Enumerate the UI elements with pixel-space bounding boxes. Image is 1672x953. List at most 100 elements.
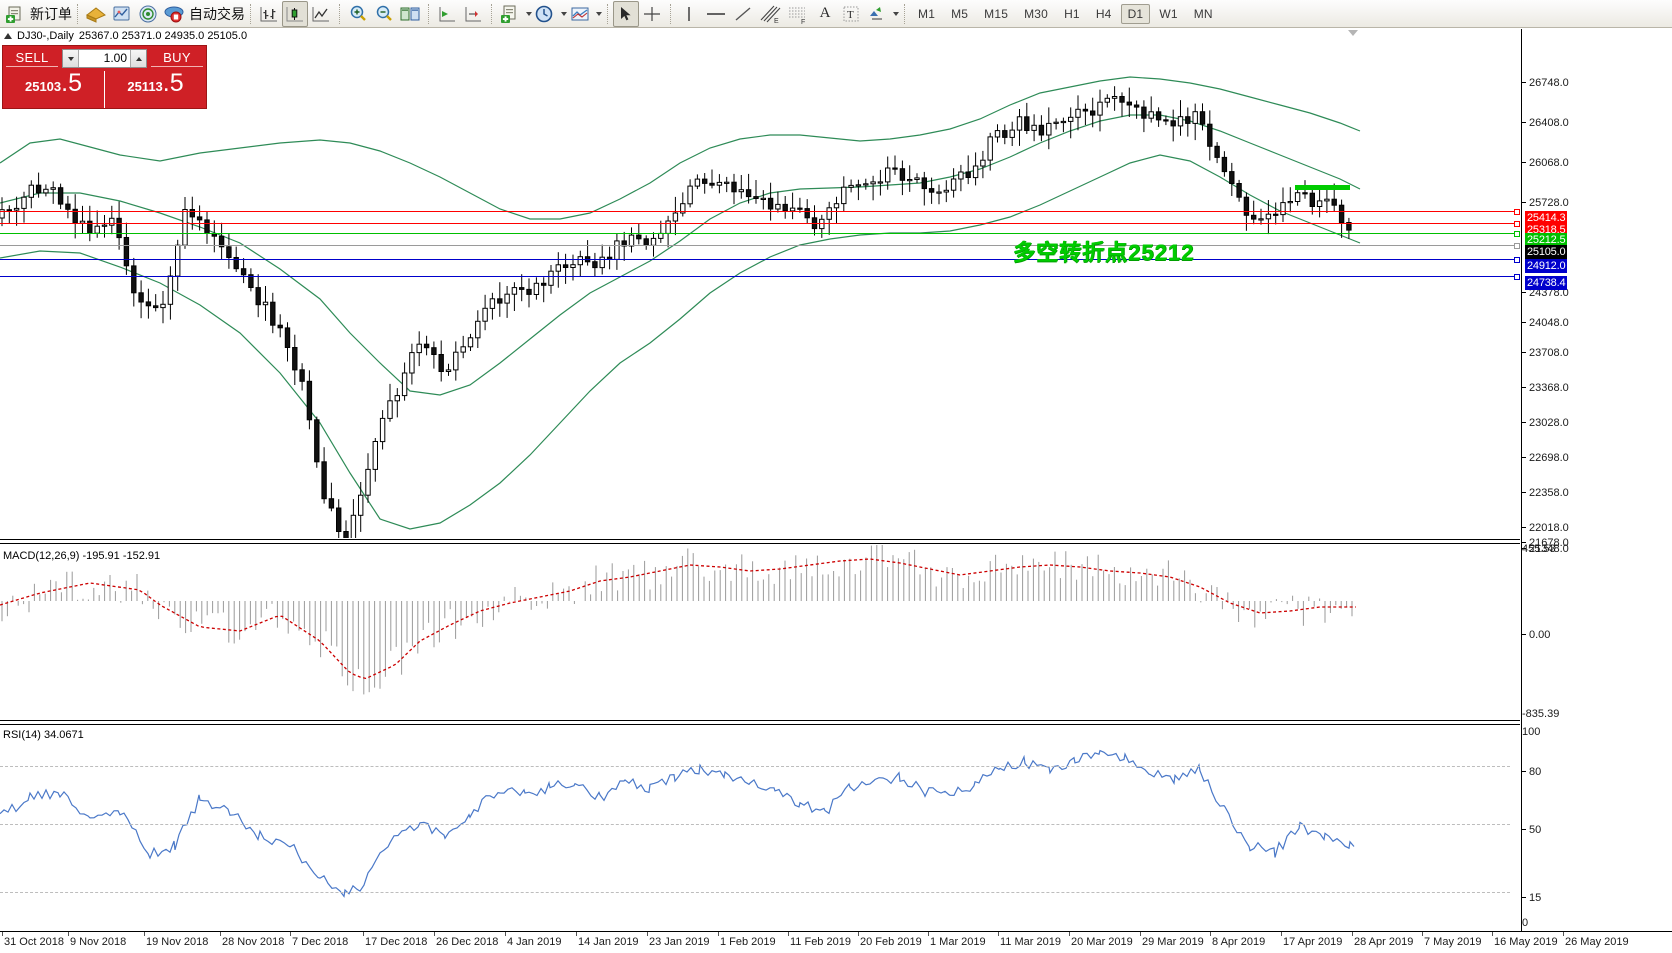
indicators-dropdown-caret[interactable] <box>596 11 602 16</box>
time-label: 9 Nov 2018 <box>70 936 127 948</box>
toolbar-separator-3 <box>339 3 340 24</box>
sell-price-decimal: .5 <box>61 69 82 97</box>
crosshair-icon[interactable] <box>639 1 665 27</box>
price-chart-pane[interactable]: 多空转折点25212 <box>0 43 1520 538</box>
new-order-icon[interactable] <box>2 1 28 27</box>
time-scale[interactable]: 31 Oct 2018 9 Nov 2018 19 Nov 2018 28 Nov 2… <box>0 931 1672 953</box>
timeframe-m30[interactable]: M30 <box>1024 6 1049 21</box>
time-tick <box>788 932 789 936</box>
price-level-line[interactable] <box>0 274 1520 280</box>
volume-stepper[interactable]: 1.00 <box>62 49 147 68</box>
timeframe-m15[interactable]: M15 <box>984 6 1009 21</box>
rsi-level-80 <box>0 766 1510 767</box>
buy-button[interactable]: BUY <box>151 50 203 67</box>
timeframe-h4[interactable]: H4 <box>1095 6 1112 21</box>
price-level-line[interactable] <box>0 257 1520 263</box>
time-tick <box>505 932 506 936</box>
rsi-level-50 <box>0 824 1510 825</box>
collapse-triangle-icon[interactable] <box>4 33 12 39</box>
price-tick: 24378.0 <box>1522 287 1569 299</box>
line-handle[interactable] <box>1514 221 1520 227</box>
line-chart-icon[interactable] <box>308 1 334 27</box>
line-handle[interactable] <box>1514 209 1520 215</box>
timeframe-h1[interactable]: H1 <box>1064 6 1080 21</box>
timeframe-w1[interactable]: W1 <box>1159 6 1178 21</box>
tile-windows-icon[interactable] <box>397 1 423 27</box>
expert-advisor-icon[interactable] <box>83 1 109 27</box>
sell-price[interactable]: 25103 .5 <box>3 71 104 108</box>
template-dropdown-caret[interactable] <box>526 11 532 16</box>
time-tick <box>2 932 3 936</box>
line-handle[interactable] <box>1514 257 1520 263</box>
volume-increment-icon[interactable] <box>130 50 146 67</box>
volume-decrement-icon[interactable] <box>63 50 79 67</box>
line-handle[interactable] <box>1514 243 1520 249</box>
template-icon[interactable] <box>497 1 523 27</box>
macd-tick-zero: 0.00 <box>1522 629 1550 641</box>
scroll-indicator-icon[interactable] <box>1348 30 1358 36</box>
price-level-line[interactable] <box>0 231 1520 237</box>
buy-price[interactable]: 25113 .5 <box>105 71 206 108</box>
data-window-icon[interactable] <box>109 1 135 27</box>
bar-chart-icon[interactable] <box>256 1 282 27</box>
buy-price-integer: 25113 <box>127 79 163 94</box>
timeframe-mn[interactable]: MN <box>1193 6 1213 21</box>
pane-separator-1 <box>0 539 1520 540</box>
period-dropdown-caret[interactable] <box>561 11 567 16</box>
sell-button[interactable]: SELL <box>6 50 58 67</box>
autotrading-label[interactable]: 自动交易 <box>189 5 245 22</box>
objects-dropdown-caret[interactable] <box>893 11 899 16</box>
line-handle[interactable] <box>1514 274 1520 280</box>
time-label: 4 Jan 2019 <box>507 936 562 948</box>
cursor-icon[interactable] <box>613 0 639 27</box>
price-level-badge[interactable]: 24912.0 <box>1525 259 1568 273</box>
new-order-label[interactable]: 新订单 <box>30 5 72 22</box>
timeframe-m1[interactable]: M1 <box>918 6 936 21</box>
price-tick: 24048.0 <box>1522 317 1569 329</box>
rsi-tick-50: 50 <box>1522 824 1541 836</box>
signals-icon[interactable] <box>135 1 161 27</box>
rsi-tick-80: 80 <box>1522 766 1541 778</box>
price-level-badge[interactable]: 25105.0 <box>1525 245 1568 259</box>
line-handle[interactable] <box>1514 231 1520 237</box>
one-click-trading-panel[interactable]: SELL 1.00 BUY 25103 .5 25113 .5 <box>2 45 207 109</box>
zoom-in-icon[interactable] <box>345 1 371 27</box>
text-label-icon[interactable]: T <box>838 1 864 27</box>
period-icon[interactable] <box>532 1 558 27</box>
rsi-svg <box>0 749 1355 898</box>
trendline-icon[interactable] <box>730 1 756 27</box>
highlight-marker <box>1295 185 1350 190</box>
rsi-pane[interactable] <box>0 726 1520 920</box>
fibonacci-icon[interactable]: F <box>784 1 812 27</box>
volume-value[interactable]: 1.00 <box>103 51 127 65</box>
price-level-badge[interactable]: 24738.4 <box>1525 276 1568 290</box>
objects-icon[interactable] <box>864 1 890 27</box>
auto-scroll-icon[interactable] <box>460 1 486 27</box>
price-scale[interactable]: 26748.0 26408.0 26068.0 25728.0 24378.0 24048… <box>1521 29 1672 931</box>
time-tick <box>363 932 364 936</box>
price-level-badge[interactable]: 25414.3 <box>1525 211 1568 225</box>
candlestick-chart-icon[interactable] <box>282 0 308 27</box>
price-level-line[interactable] <box>0 209 1520 215</box>
time-label: 20 Feb 2019 <box>860 936 922 948</box>
text-icon[interactable]: A <box>819 5 831 21</box>
timeframe-d1[interactable]: D1 <box>1120 3 1151 24</box>
equidistant-channel-icon[interactable]: E <box>756 1 784 27</box>
time-tick <box>68 932 69 936</box>
vertical-line-icon[interactable] <box>676 1 702 27</box>
price-level-badge[interactable]: 25212.5 <box>1525 233 1568 247</box>
zoom-out-icon[interactable] <box>371 1 397 27</box>
time-tick <box>1492 932 1493 936</box>
horizontal-line-icon[interactable] <box>702 1 730 27</box>
time-label: 19 Nov 2018 <box>146 936 209 948</box>
time-tick <box>1352 932 1353 936</box>
macd-pane[interactable] <box>0 545 1520 723</box>
price-level-line[interactable] <box>0 243 1520 249</box>
indicators-icon[interactable] <box>567 1 593 27</box>
timeframe-m5[interactable]: M5 <box>951 6 969 21</box>
price-level-line[interactable] <box>0 221 1520 227</box>
shift-end-icon[interactable] <box>434 1 460 27</box>
autotrading-icon[interactable] <box>161 1 187 27</box>
time-tick <box>998 932 999 936</box>
